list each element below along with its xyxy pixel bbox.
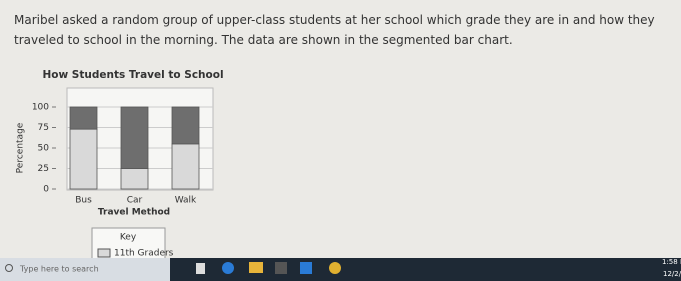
folder-icon[interactable]: [249, 262, 263, 273]
x-tick-label: Car: [127, 196, 143, 206]
plot: 0 25 50 75 100 Bus Car Walk: [32, 103, 213, 206]
y-tick-label: 0: [43, 185, 49, 195]
taskview-icon[interactable]: [196, 263, 205, 274]
legend-swatch: [97, 248, 111, 258]
y-tick-label: 100: [32, 103, 49, 113]
mail-icon[interactable]: [300, 262, 312, 274]
chart-title: How Students Travel to School: [42, 69, 223, 81]
x-tick-label: Walk: [175, 196, 197, 206]
y-tick-label: 25: [38, 164, 49, 174]
bar-segment: [171, 106, 200, 145]
clock-date: 12/2/2: [663, 270, 681, 278]
chrome-icon[interactable]: [329, 262, 341, 274]
edge-icon[interactable]: [222, 262, 234, 274]
search-icon: [5, 264, 13, 272]
bar-segment: [171, 143, 200, 190]
bar-segment: [69, 106, 98, 130]
y-axis-label: Percentage: [16, 122, 26, 173]
bar-segment: [69, 128, 98, 190]
question: Maribel asked a random group of upper-cl…: [14, 13, 655, 47]
legend: 11th Graders: [97, 248, 174, 259]
search-text[interactable]: Type here to search: [19, 265, 99, 274]
legend-label: 11th Graders: [114, 249, 174, 259]
bar-segment: [120, 106, 149, 169]
question-box: Maribel asked a random group of upper-cl…: [14, 13, 655, 47]
search-box[interactable]: [0, 258, 170, 281]
x-axis-label: Travel Method: [98, 208, 170, 218]
bar-segment: [120, 168, 149, 190]
legend-title: Key: [120, 233, 137, 243]
y-tick-label: 75: [38, 123, 49, 133]
y-tick-label: 50: [38, 144, 50, 154]
clock-time: 1:58 P: [662, 258, 681, 266]
x-tick-label: Bus: [75, 196, 92, 206]
store-icon[interactable]: [275, 262, 287, 274]
